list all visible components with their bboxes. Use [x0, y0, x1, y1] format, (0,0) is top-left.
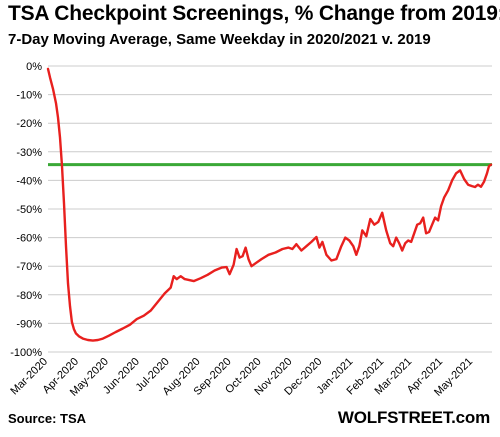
y-tick-label: -100%: [10, 347, 42, 359]
y-tick-label: -50%: [16, 204, 42, 216]
y-tick-label: -20%: [16, 118, 42, 130]
y-tick-label: -70%: [16, 261, 42, 273]
series-line: [46, 67, 493, 342]
x-axis: Mar-2020Apr-2020May-2020Jun-2020Jul-2020…: [8, 356, 475, 399]
chart-subtitle: 7-Day Moving Average, Same Weekday in 20…: [8, 31, 431, 48]
y-tick-label: -80%: [16, 290, 42, 302]
gridlines: [48, 65, 492, 353]
y-tick-label: 0%: [26, 61, 42, 73]
y-tick-label: -60%: [16, 233, 42, 245]
y-tick-label: -10%: [16, 90, 42, 102]
brand-logo: WOLFSTREET.com: [337, 408, 490, 427]
series-layer: [46, 67, 493, 342]
y-tick-label: -40%: [16, 175, 42, 187]
source-note: Source: TSA: [8, 411, 87, 426]
chart-title: TSA Checkpoint Screenings, % Change from…: [8, 2, 500, 25]
y-axis: 0% -10% -20% -30% -40% -50% -60% -70% -80% -90% -1…: [10, 61, 42, 359]
y-tick-label: -30%: [16, 147, 42, 159]
y-tick-label: -90%: [16, 318, 42, 330]
